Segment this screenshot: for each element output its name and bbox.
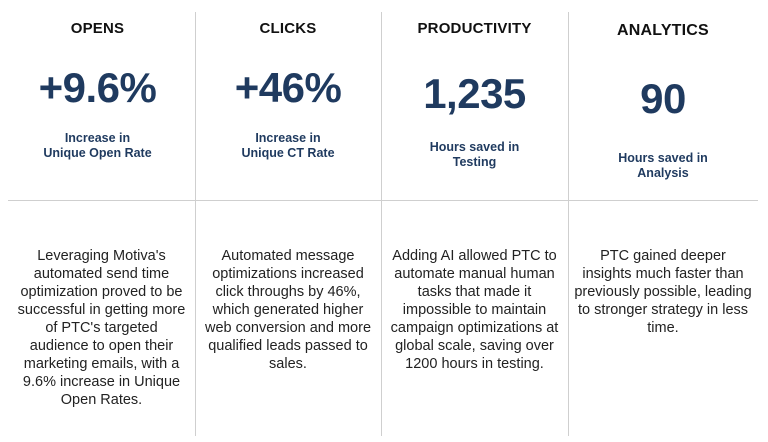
card-subtitle-line: Hours saved in <box>429 140 520 154</box>
row-divider <box>8 200 758 201</box>
card-subtitle-line: Hours saved in <box>618 151 708 165</box>
card-description: Automated message optimizations increase… <box>204 248 372 372</box>
card-value: 90 <box>640 75 686 122</box>
card-analytics: ANALYTICS 90 Hours saved in Analysis PTC… <box>568 0 758 442</box>
card-subtitle: Hours saved in Testing <box>381 140 568 170</box>
column-divider <box>195 12 196 436</box>
card-description: Leveraging Motiva's automated send time … <box>17 248 186 408</box>
card-subtitle-line: Unique Open Rate <box>43 146 152 160</box>
column-divider <box>568 12 569 436</box>
card-label: OPENS <box>70 20 125 37</box>
card-subtitle-line: Increase in <box>64 131 131 145</box>
card-subtitle: Increase in Unique CT Rate <box>195 131 381 161</box>
card-subtitle-line: Analysis <box>637 166 689 180</box>
column-divider <box>381 12 382 436</box>
card-clicks: CLICKS +46% Increase in Unique CT Rate A… <box>195 0 381 442</box>
card-description: PTC gained deeper insights much faster t… <box>574 248 752 336</box>
card-label: CLICKS <box>259 20 317 37</box>
card-description: Adding AI allowed PTC to automate manual… <box>390 248 559 372</box>
card-label: ANALYTICS <box>617 22 709 39</box>
card-subtitle: Increase in Unique Open Rate <box>0 131 195 161</box>
card-value: 1,235 <box>423 70 526 117</box>
card-opens: OPENS +9.6% Increase in Unique Open Rate… <box>0 0 195 442</box>
card-subtitle-line: Unique CT Rate <box>241 146 335 160</box>
card-subtitle-line: Increase in <box>255 131 321 145</box>
card-value: +46% <box>234 64 342 111</box>
card-value: +9.6% <box>38 64 157 111</box>
card-label: PRODUCTIVITY <box>417 20 532 37</box>
card-subtitle-line: Testing <box>452 155 497 169</box>
card-productivity: PRODUCTIVITY 1,235 Hours saved in Testin… <box>381 0 568 442</box>
card-subtitle: Hours saved in Analysis <box>568 151 758 181</box>
